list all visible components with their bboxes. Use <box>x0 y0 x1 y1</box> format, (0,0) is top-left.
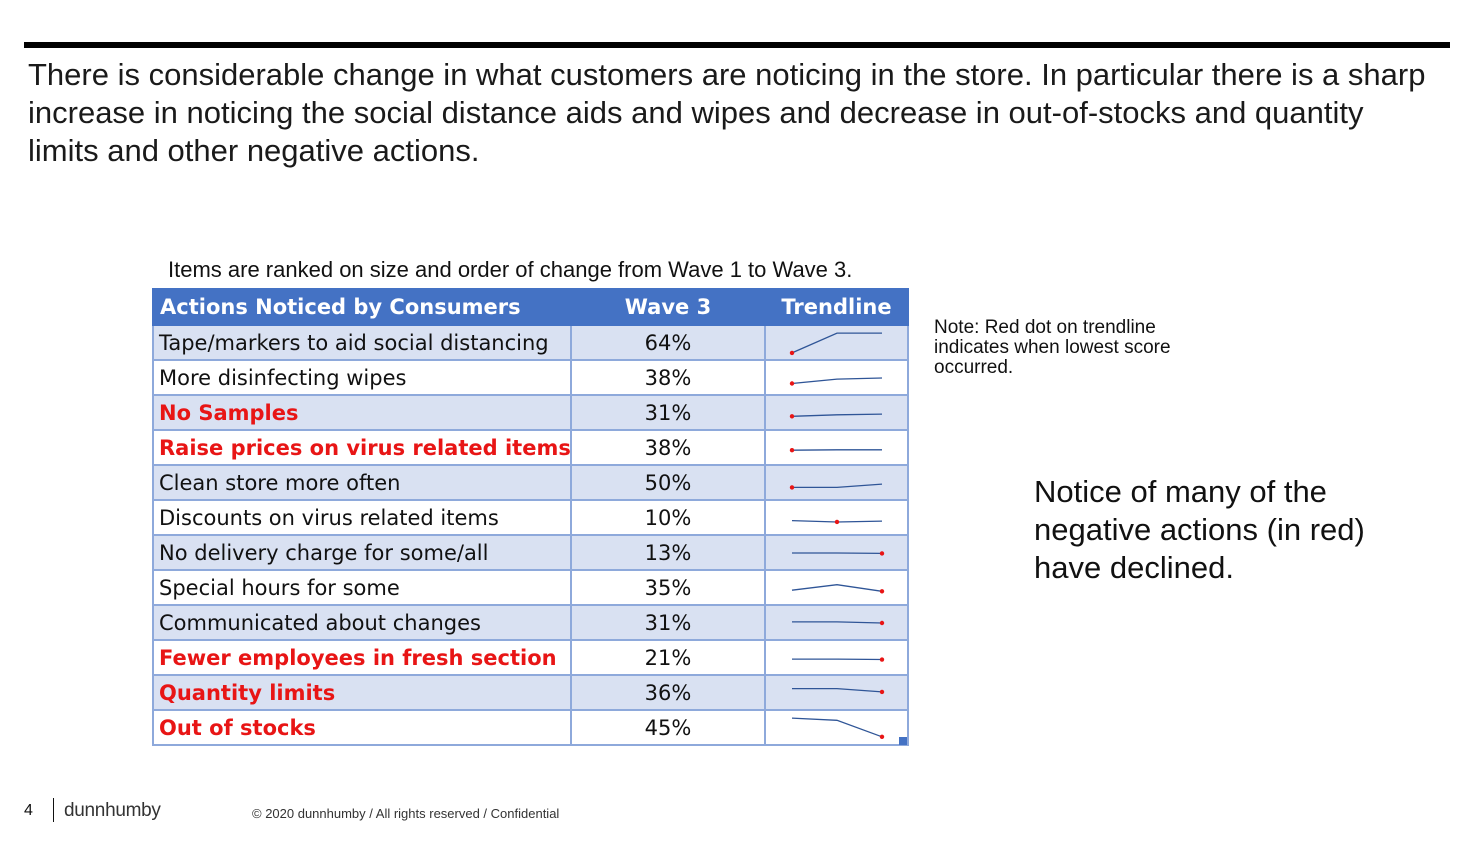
brand-logo: dunnhumby <box>64 800 161 821</box>
wave3-value: 38% <box>570 359 766 396</box>
table-row: No Samples 31% <box>152 394 909 431</box>
action-label: More disinfecting wipes <box>152 359 572 396</box>
table-row: Communicated about changes 31% <box>152 604 909 641</box>
wave3-value: 50% <box>570 464 766 501</box>
sparkline <box>792 620 885 626</box>
sparkline <box>792 687 885 695</box>
lowest-score-dot <box>879 657 885 662</box>
wave3-value: 45% <box>570 709 766 746</box>
trendline-cell <box>764 674 909 711</box>
sparkline-path <box>792 687 883 693</box>
sparkline-path <box>791 413 883 417</box>
sparkline <box>789 377 883 386</box>
trendline-cell <box>764 324 909 361</box>
wave3-value: 13% <box>570 534 766 571</box>
lowest-score-dot <box>879 689 885 695</box>
action-label: Communicated about changes <box>152 604 572 641</box>
table-row: Raise prices on virus related items 38% <box>152 429 909 466</box>
lowest-score-dot <box>789 350 795 356</box>
sparkline-path <box>791 717 883 738</box>
page-number: 4 <box>24 802 33 819</box>
table-row: Quantity limits 36% <box>152 674 909 711</box>
table-row: Out of stocks 45% <box>152 709 909 746</box>
lowest-score-dot <box>879 734 885 739</box>
table-row: No delivery charge for some/all 13% <box>152 534 909 571</box>
trendline-cell <box>764 394 909 431</box>
sparkline-path <box>791 584 883 592</box>
lowest-score-dot <box>789 448 795 453</box>
table-row: Fewer employees in fresh section 21% <box>152 639 909 676</box>
lowest-score-dot <box>879 551 885 556</box>
action-label: Quantity limits <box>152 674 572 711</box>
top-rule <box>24 42 1450 48</box>
sparkline <box>791 584 885 594</box>
trendline-note: Note: Red dot on trendline indicates whe… <box>934 317 1171 378</box>
trendline-cell <box>764 359 909 396</box>
sparkline <box>791 519 883 525</box>
table-body: Tape/markers to aid social distancing 64%… <box>152 324 909 746</box>
header-trendline: Trendline <box>764 288 909 326</box>
action-label: Special hours for some <box>152 569 572 606</box>
header-wave3: Wave 3 <box>570 288 766 326</box>
table-caption: Items are ranked on size and order of ch… <box>168 257 853 282</box>
trendline-cell <box>764 604 909 641</box>
sparkline <box>791 717 885 739</box>
table-row: Clean store more often 50% <box>152 464 909 501</box>
wave3-value: 64% <box>570 324 766 361</box>
sparkline <box>789 448 882 453</box>
action-label: Out of stocks <box>152 709 572 746</box>
sparkline-path <box>791 377 883 385</box>
lowest-score-dot <box>789 485 795 490</box>
wave3-value: 35% <box>570 569 766 606</box>
sparkline <box>789 413 883 419</box>
sparkline-path <box>792 483 883 489</box>
action-label: Fewer employees in fresh section <box>152 639 572 676</box>
slide-footer: 4 dunnhumby © 2020 dunnhumby / All right… <box>0 796 1474 830</box>
lowest-score-dot <box>834 519 840 525</box>
wave3-value: 10% <box>570 499 766 536</box>
table-row: More disinfecting wipes 38% <box>152 359 909 396</box>
action-label: No Samples <box>152 394 572 431</box>
callout-text: Notice of many of the negative actions (… <box>1034 474 1365 585</box>
lowest-score-dot <box>879 620 885 626</box>
footer-divider <box>53 798 54 822</box>
sparkline-path <box>791 332 882 354</box>
sparkline <box>792 657 885 662</box>
sparkline <box>789 332 882 356</box>
wave3-value: 36% <box>570 674 766 711</box>
sparkline <box>792 551 885 556</box>
action-label: Tape/markers to aid social distancing <box>152 324 572 361</box>
trendline-cell <box>764 569 909 606</box>
slide-headline: There is considerable change in what cus… <box>28 57 1426 168</box>
trendline-cell <box>764 709 909 746</box>
trendline-cell <box>764 499 909 536</box>
sparkline-path <box>792 621 883 624</box>
action-label: Raise prices on virus related items <box>152 429 572 466</box>
actions-table: Actions Noticed by Consumers Wave 3 Tren… <box>152 288 909 746</box>
header-action: Actions Noticed by Consumers <box>152 288 572 326</box>
wave3-value: 21% <box>570 639 766 676</box>
trendline-cell <box>764 534 909 571</box>
lowest-score-dot <box>879 589 885 594</box>
sparkline <box>789 483 883 490</box>
wave3-value: 38% <box>570 429 766 466</box>
table-row: Discounts on virus related items 10% <box>152 499 909 536</box>
table-row: Tape/markers to aid social distancing 64% <box>152 324 909 361</box>
table-resize-handle[interactable] <box>899 737 907 745</box>
action-label: Clean store more often <box>152 464 572 501</box>
trendline-cell <box>764 429 909 466</box>
wave3-value: 31% <box>570 604 766 641</box>
trendline-cell <box>764 464 909 501</box>
table-row: Special hours for some 35% <box>152 569 909 606</box>
lowest-score-dot <box>789 414 795 419</box>
trendline-cell <box>764 639 909 676</box>
table-header-row: Actions Noticed by Consumers Wave 3 Tren… <box>152 288 909 326</box>
action-label: No delivery charge for some/all <box>152 534 572 571</box>
lowest-score-dot <box>789 381 795 386</box>
wave3-value: 31% <box>570 394 766 431</box>
action-label: Discounts on virus related items <box>152 499 572 536</box>
copyright-text: © 2020 dunnhumby / All rights reserved /… <box>252 806 560 821</box>
